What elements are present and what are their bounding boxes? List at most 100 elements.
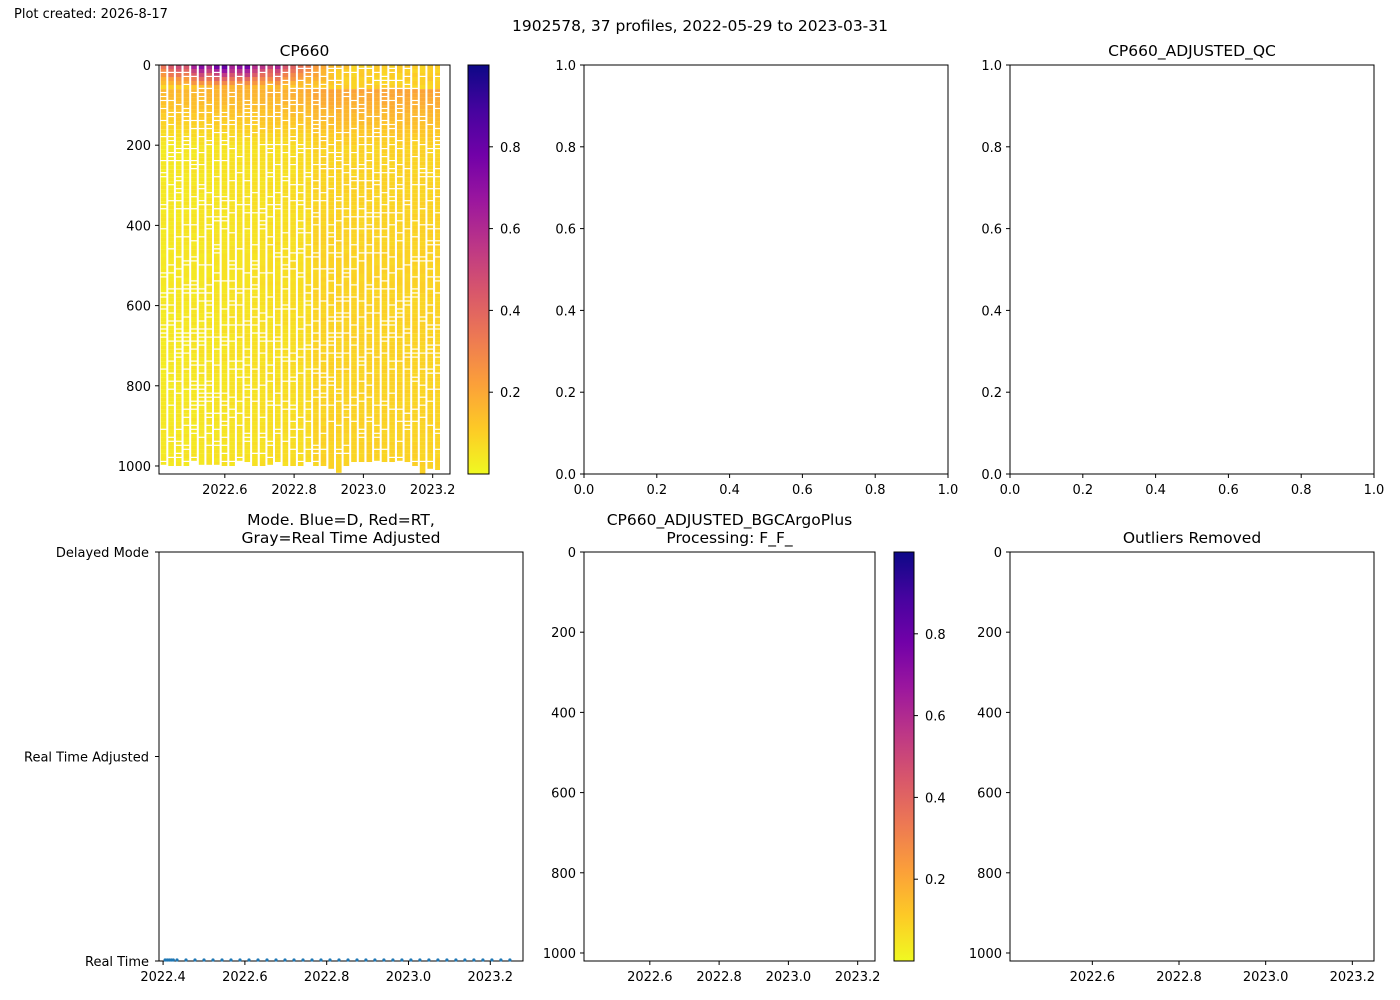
cp660-cell — [183, 73, 190, 76]
cp660-cell — [206, 185, 212, 190]
cp660-cell — [267, 249, 273, 254]
cp660-cell — [313, 185, 319, 189]
cp660-cell — [290, 449, 296, 454]
cp660-cell — [313, 161, 319, 165]
cp660-cell — [374, 193, 380, 197]
cp660-cell — [389, 277, 395, 282]
cp660-cell — [282, 421, 289, 426]
cp660-cell — [374, 345, 380, 350]
cp660-cell — [328, 393, 334, 398]
cp660-cell — [412, 269, 418, 274]
cp660-cell — [397, 325, 403, 330]
cp660-cell — [229, 225, 235, 230]
cp660-cell — [366, 145, 373, 150]
cp660-cell — [313, 77, 319, 82]
cp660-cell — [214, 313, 220, 318]
cp660-cell — [320, 145, 327, 149]
cp660-cell — [259, 309, 266, 313]
cp660-cell — [168, 73, 174, 78]
cp660-cell — [320, 89, 327, 94]
cp660-cell — [343, 441, 350, 445]
cp660-cell — [282, 133, 289, 138]
cp660-cell — [435, 105, 440, 108]
cp660-cell — [404, 449, 411, 454]
cp660-cell — [267, 301, 273, 306]
cp660-cell — [374, 161, 380, 166]
cp660-cell — [236, 301, 243, 305]
cp660-cell — [259, 285, 266, 290]
cp660-cell — [427, 85, 433, 90]
cp660-cell — [427, 373, 433, 378]
cp660-cell — [259, 433, 266, 437]
cp660-cell — [397, 421, 403, 426]
cp660-cell — [252, 181, 258, 186]
cp660-cell — [198, 169, 205, 174]
cp660-cell — [275, 229, 281, 234]
cp660-cell — [381, 69, 388, 74]
cp660-cell — [404, 165, 411, 169]
cp660-cell — [244, 445, 251, 450]
cp660-cell — [412, 229, 418, 234]
cp660-cell — [198, 417, 205, 422]
cp660-cell — [328, 129, 334, 134]
cp660-cell — [175, 217, 182, 222]
cp660-cell — [244, 213, 251, 218]
cp660-cell — [214, 425, 220, 429]
cp660-cell — [412, 429, 418, 434]
cp660-cell — [244, 73, 251, 78]
cp660-cell — [404, 433, 411, 438]
cp660-cell — [313, 253, 319, 257]
cp660-cell — [328, 365, 334, 370]
cp660-cell — [366, 101, 373, 106]
cp660-cell — [297, 261, 304, 266]
cp660-cell — [297, 417, 304, 422]
cp660-cell — [435, 309, 440, 314]
cp660-cell — [419, 341, 426, 346]
cp660-cell — [351, 393, 357, 397]
cp660-cell — [198, 249, 205, 254]
cp660-cell — [175, 189, 182, 193]
cp660-cell — [305, 253, 312, 257]
cp660-cell — [236, 313, 243, 318]
cp660-cell — [175, 317, 182, 321]
cp660-cell — [336, 349, 342, 353]
cp660-cell — [404, 77, 411, 82]
cp660-cell — [374, 177, 380, 181]
cp660-cell — [252, 77, 258, 82]
cp660-cell — [351, 73, 357, 78]
cp660-cell — [435, 449, 440, 454]
cp660-cell — [160, 301, 167, 305]
cp660-cell — [191, 413, 197, 418]
cp660-cell — [404, 409, 411, 413]
cp660-cell — [198, 85, 205, 88]
cp660-cell — [374, 209, 380, 213]
cp660-cell — [358, 437, 365, 442]
cp660-cell — [221, 177, 228, 182]
cp660-cell — [404, 233, 411, 238]
cp660-cell — [267, 409, 273, 414]
cp660-cell — [168, 413, 174, 418]
cp660-cell — [351, 149, 357, 153]
cp660-cell — [351, 89, 357, 94]
cp660-cell — [374, 373, 380, 378]
cp660-cell — [183, 277, 190, 282]
cp660-cell — [305, 165, 312, 170]
cp660-cell — [336, 97, 342, 102]
cp660-cell — [214, 297, 220, 302]
cp660-cell — [275, 137, 281, 142]
cp660-cell — [282, 253, 289, 257]
cp660-cell — [427, 121, 433, 124]
adjusted-qc-frame — [1009, 64, 1375, 475]
cp660-cell — [358, 241, 365, 246]
cp660-cell — [336, 209, 342, 214]
cp660-cell — [366, 157, 373, 161]
cp660-cell — [336, 385, 342, 389]
cp660-cell — [244, 289, 251, 294]
cp660-cell — [313, 241, 319, 246]
cp660-cell — [206, 449, 212, 454]
cp660-cell — [236, 454, 243, 457]
cp660-cell — [366, 357, 373, 362]
cp660-cell — [381, 193, 388, 198]
cp660-cell — [404, 341, 411, 345]
cp660-cell — [229, 409, 235, 414]
